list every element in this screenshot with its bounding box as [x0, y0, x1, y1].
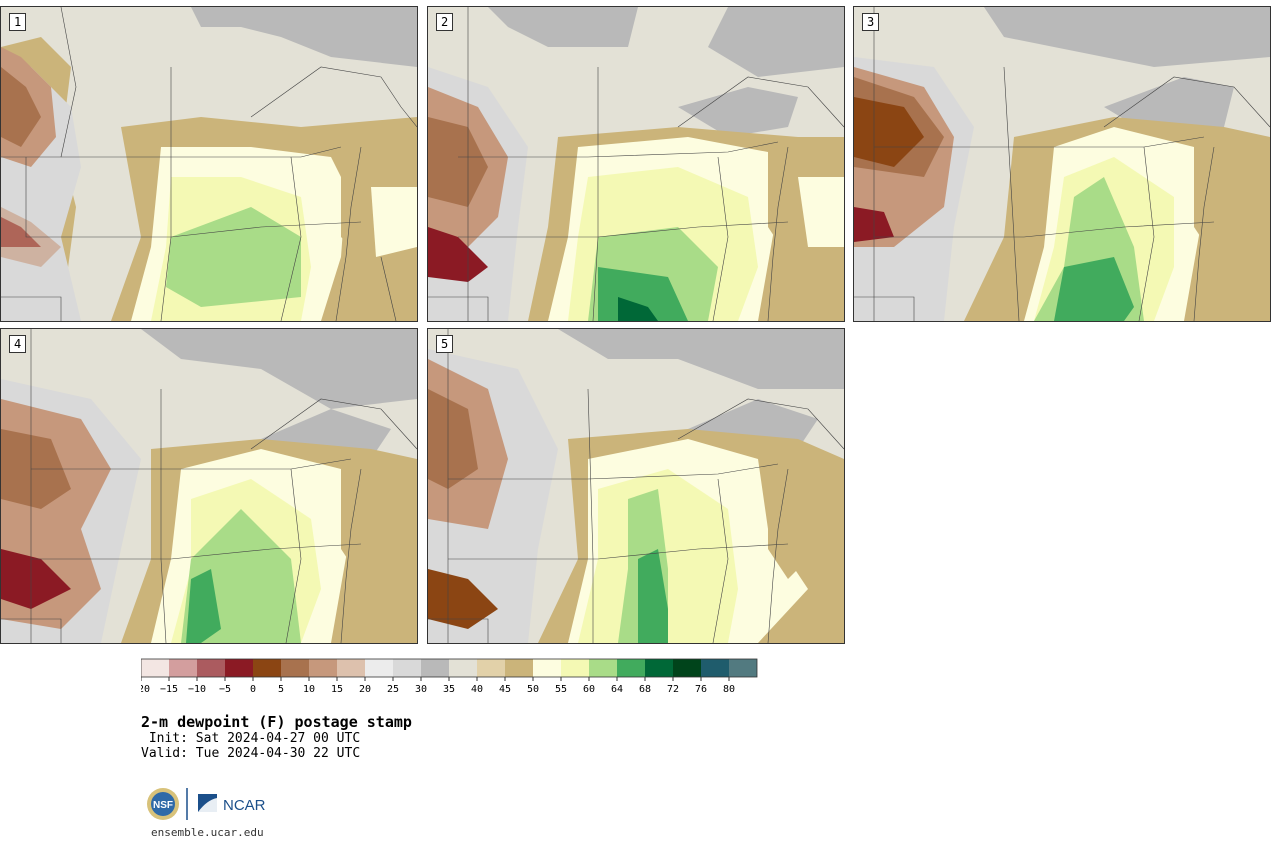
dewpoint-map-2 — [428, 7, 844, 321]
colorbar-swatch — [393, 659, 421, 677]
colorbar-tick-label: 25 — [387, 684, 399, 695]
dewpoint-map-3 — [854, 7, 1270, 321]
colorbar-swatch — [477, 659, 505, 677]
colorbar-tick-label: 76 — [695, 684, 707, 695]
colorbar-swatch — [253, 659, 281, 677]
colorbar-swatch — [449, 659, 477, 677]
colorbar-tick-label: 80 — [723, 684, 735, 695]
colorbar-tick-label: 30 — [415, 684, 427, 695]
nsf-logo: NSF — [147, 788, 179, 820]
init-time: Init: Sat 2024-04-27 00 UTC — [141, 731, 361, 746]
ncar-logo: NCAR — [198, 794, 266, 814]
colorbar-tick-label: 20 — [359, 684, 371, 695]
colorbar-swatch — [617, 659, 645, 677]
colorbar-tick-label: −20 — [141, 684, 150, 695]
colorbar-swatch — [141, 659, 169, 677]
colorbar-swatch — [281, 659, 309, 677]
colorbar-swatch — [673, 659, 701, 677]
colorbar-swatch — [589, 659, 617, 677]
colorbar-swatch — [701, 659, 729, 677]
ensemble-member-panel-2: 2 — [427, 6, 845, 322]
colorbar-tick-label: 60 — [583, 684, 595, 695]
panel-label: 5 — [436, 335, 454, 353]
ensemble-member-panel-1: 1 — [0, 6, 418, 322]
dewpoint-map-5 — [428, 329, 844, 643]
colorbar-swatch — [337, 659, 365, 677]
colorbar-swatch — [421, 659, 449, 677]
colorbar-swatch — [197, 659, 225, 677]
nsf-logo-text: NSF — [153, 800, 173, 811]
colorbar-swatch — [561, 659, 589, 677]
colorbar-swatch — [533, 659, 561, 677]
colorbar-tick-label: 55 — [555, 684, 567, 695]
colorbar-tick-label: 5 — [278, 684, 284, 695]
colorbar-tick-label: 15 — [331, 684, 343, 695]
panel-label: 3 — [862, 13, 880, 31]
panel-label: 1 — [9, 13, 27, 31]
colorbar-tick-label: 72 — [667, 684, 679, 695]
ensemble-member-panel-3: 3 — [853, 6, 1271, 322]
colorbar-tick-label: −5 — [219, 684, 231, 695]
panel-label: 2 — [436, 13, 454, 31]
logos: NSF NCAR — [145, 786, 275, 822]
colorbar-svg: −20 −15 −10 −5 0 5 10 15 20 25 30 35 40 45 50 55 60 64 68 7… — [141, 658, 758, 695]
ensemble-member-panel-4: 4 — [0, 328, 418, 644]
colorbar-tick-label: −10 — [188, 684, 206, 695]
colorbar-tick-label: 64 — [611, 684, 623, 695]
colorbar-tick-label: 35 — [443, 684, 455, 695]
panel-label: 4 — [9, 335, 27, 353]
colorbar-tick-label: 0 — [250, 684, 256, 695]
ncar-logo-text: NCAR — [223, 797, 266, 814]
colorbar-swatch — [169, 659, 197, 677]
valid-time: Valid: Tue 2024-04-30 22 UTC — [141, 746, 361, 761]
ensemble-member-panel-5: 5 — [427, 328, 845, 644]
colorbar-swatch — [225, 659, 253, 677]
colorbar-swatch — [729, 659, 757, 677]
colorbar-tick-label: 68 — [639, 684, 651, 695]
dewpoint-map-1 — [1, 7, 417, 321]
colorbar-tick-label: 40 — [471, 684, 483, 695]
dewpoint-colorbar: −20 −15 −10 −5 0 5 10 15 20 25 30 35 40 45 50 55 60 64 68 7… — [141, 658, 781, 698]
colorbar-tick-label: 10 — [303, 684, 315, 695]
colorbar-swatch — [505, 659, 533, 677]
dewpoint-map-4 — [1, 329, 417, 643]
website-url: ensemble.ucar.edu — [151, 826, 264, 839]
colorbar-swatch — [645, 659, 673, 677]
colorbar-tick-label: −15 — [160, 684, 178, 695]
colorbar-swatch — [309, 659, 337, 677]
colorbar-tick-label: 45 — [499, 684, 511, 695]
figure-title: 2-m dewpoint (F) postage stamp — [141, 713, 412, 731]
colorbar-swatch — [365, 659, 393, 677]
colorbar-tick-label: 50 — [527, 684, 539, 695]
